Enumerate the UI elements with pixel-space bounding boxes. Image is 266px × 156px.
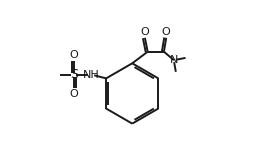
Text: O: O [69,50,78,60]
Text: NH: NH [83,70,100,80]
Text: N: N [170,55,178,65]
Text: O: O [140,27,149,37]
Text: O: O [69,89,78,99]
Text: O: O [162,27,171,37]
Text: S: S [70,68,78,81]
